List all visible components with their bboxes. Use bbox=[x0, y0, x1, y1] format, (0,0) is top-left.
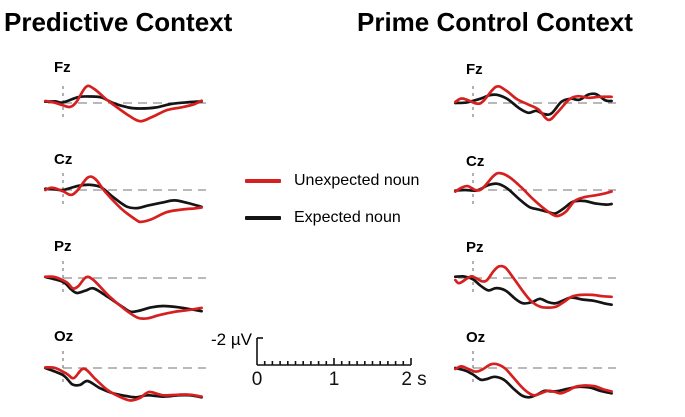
electrode-label-left-pz: Pz bbox=[54, 238, 72, 255]
electrode-label-right-fz: Fz bbox=[466, 61, 483, 78]
amplitude-scale-label: -2 µV bbox=[211, 330, 252, 349]
time-tick-2s: 2 s bbox=[401, 369, 426, 390]
time-tick-1: 1 bbox=[329, 369, 340, 390]
left-column-title: Predictive Context bbox=[4, 7, 233, 37]
erp-panel-left-pz bbox=[43, 261, 206, 321]
electrode-label-right-pz: Pz bbox=[466, 239, 484, 256]
time-tick-0: 0 bbox=[252, 369, 263, 390]
legend-item-unexpected: Unexpected noun bbox=[245, 171, 419, 191]
erp-panel-left-fz bbox=[43, 84, 206, 123]
time-amplitude-scalebar: 0 1 2 s bbox=[252, 337, 427, 390]
right-column-title: Prime Control Context bbox=[357, 7, 633, 37]
erp-panel-right-cz bbox=[453, 171, 616, 218]
unexpected-noun-line-swatch bbox=[245, 179, 281, 183]
electrode-label-left-cz: Cz bbox=[54, 151, 73, 168]
erp-panel-right-fz bbox=[453, 85, 616, 122]
electrode-label-right-cz: Cz bbox=[466, 153, 485, 170]
legend-label-expected: Expected noun bbox=[294, 209, 401, 226]
electrode-label-left-fz: Fz bbox=[54, 59, 71, 76]
erp-panel-left-oz bbox=[43, 351, 206, 402]
legend-item-expected: Expected noun bbox=[245, 208, 401, 228]
erp-panel-left-cz bbox=[43, 173, 206, 224]
legend-label-unexpected: Unexpected noun bbox=[294, 172, 420, 189]
erp-panel-right-oz bbox=[453, 351, 616, 399]
electrode-label-right-oz: Oz bbox=[466, 329, 486, 346]
erp-panel-right-pz bbox=[453, 261, 616, 309]
expected-noun-line-swatch bbox=[245, 216, 281, 220]
electrode-label-left-oz: Oz bbox=[54, 328, 74, 345]
